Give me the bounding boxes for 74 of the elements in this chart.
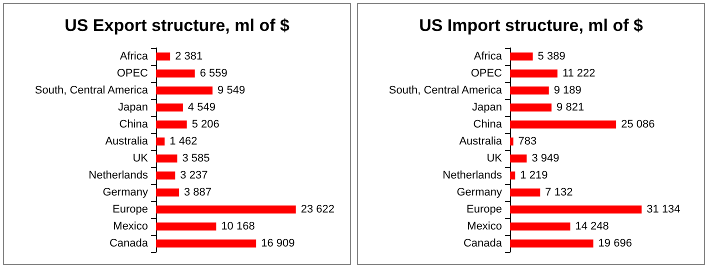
data-label: 3 237 [180,170,208,182]
y-tick-label: South, Central America [34,84,149,96]
data-label: 1 462 [170,136,198,148]
y-tick-label: Mexico [467,220,502,232]
data-label: 4 549 [188,102,216,114]
y-tick-label: OPEC [470,68,502,80]
data-label: 23 622 [300,204,334,216]
bar [156,154,178,162]
y-tick-label: Australia [459,136,503,148]
bar [156,86,213,94]
data-label: 2 381 [175,50,203,62]
y-tick-label: China [473,118,503,130]
y-tick-label: OPEC [116,68,148,80]
bar [510,172,516,180]
bar [510,86,549,94]
data-label: 783 [518,136,537,148]
data-label: 10 168 [221,220,255,232]
y-tick-label: Africa [120,50,149,62]
y-tick-label: Europe [466,204,502,216]
bar [156,138,165,146]
bar [156,240,256,248]
data-label: 11 222 [562,68,596,80]
data-label: 9 821 [556,102,584,114]
data-label: 3 887 [184,186,212,198]
data-label: 16 909 [261,238,295,250]
y-tick-label: Africa [474,50,503,62]
bar [510,206,642,214]
bar [510,222,570,230]
bar [510,188,540,196]
data-label: 6 559 [200,68,228,80]
bar [156,104,183,112]
y-tick-label: Netherlands [442,170,502,182]
data-label: 3 949 [532,152,560,164]
data-label: 1 219 [520,170,548,182]
bar [156,222,216,230]
bar [510,154,527,162]
y-tick-label: China [119,118,149,130]
y-tick-label: Canada [109,238,149,250]
data-label: 9 189 [554,84,582,96]
bar [510,240,594,248]
data-label: 14 248 [575,220,609,232]
y-tick-label: Europe [112,204,148,216]
data-label: 19 696 [598,238,632,250]
y-tick-label: Canada [463,238,503,250]
bar [156,52,170,60]
y-tick-label: Australia [105,136,149,148]
bar [510,104,552,112]
bar [510,70,558,78]
bar [156,188,180,196]
y-tick-label: Germany [456,186,502,198]
y-tick-label: Mexico [113,220,148,232]
bar [510,120,616,128]
data-label: 5 206 [192,118,220,130]
y-tick-label: UK [486,152,503,164]
bar [156,206,296,214]
y-tick-label: Japan [472,102,502,114]
y-tick-label: UK [132,152,149,164]
y-tick-label: Germany [102,186,148,198]
data-label: 5 389 [538,50,566,62]
y-tick-label: Netherlands [88,170,148,182]
bar [510,52,533,60]
chart-title: US Import structure, ml of $ [419,16,644,35]
chart-title: US Export structure, ml of $ [64,16,290,35]
bar [156,172,176,180]
data-label: 31 134 [646,204,680,216]
bar [156,120,187,128]
y-tick-label: South, Central America [388,84,503,96]
y-tick-label: Japan [118,102,148,114]
data-label: 3 585 [182,152,210,164]
data-label: 9 549 [218,84,246,96]
bar [510,138,514,146]
bar [156,70,195,78]
data-label: 25 086 [621,118,655,130]
data-label: 7 132 [545,186,573,198]
